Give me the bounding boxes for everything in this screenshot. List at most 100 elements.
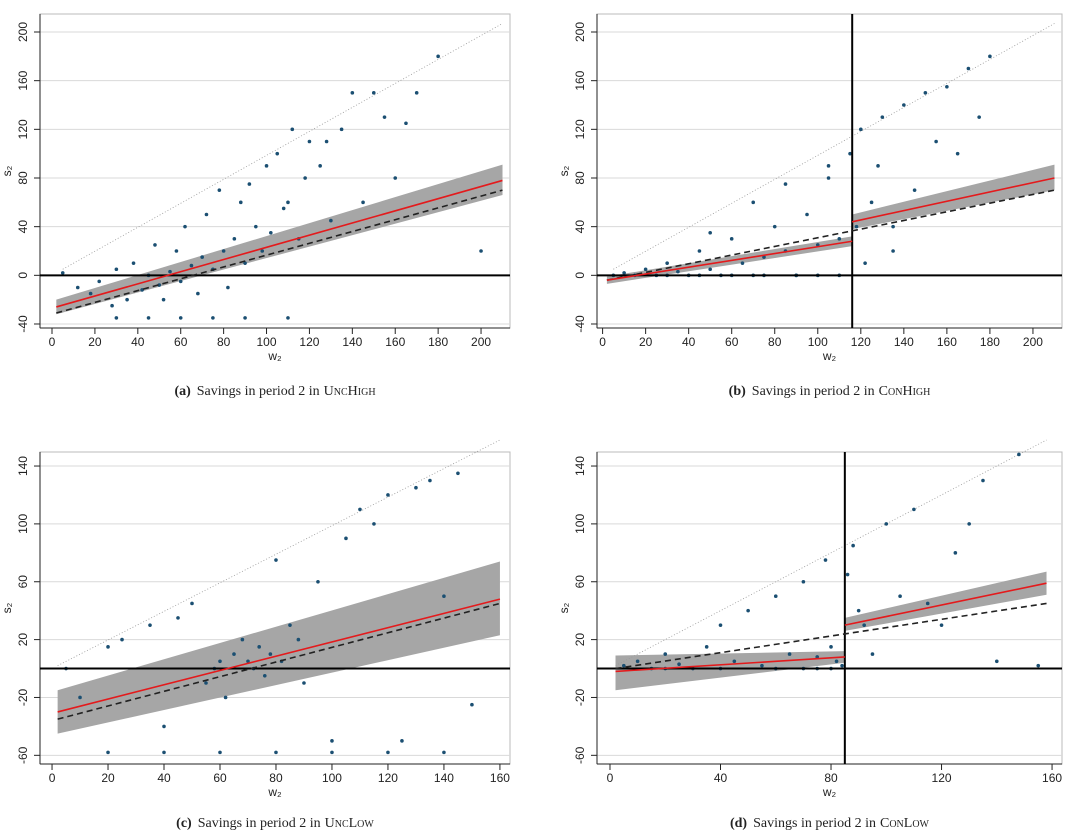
data-point bbox=[479, 249, 483, 253]
y-tick-label: 120 bbox=[573, 119, 587, 139]
y-tick-label: 160 bbox=[16, 70, 30, 90]
data-point bbox=[891, 224, 895, 229]
data-point bbox=[1036, 663, 1041, 668]
data-point bbox=[290, 127, 295, 132]
data-point bbox=[826, 164, 831, 168]
data-point bbox=[805, 212, 809, 217]
data-point bbox=[884, 522, 889, 526]
data-point bbox=[787, 652, 792, 656]
data-point bbox=[246, 659, 250, 664]
caption-text: Savings in period 2 in bbox=[753, 816, 876, 831]
data-point bbox=[178, 316, 183, 320]
y-tick-label: 100 bbox=[573, 514, 587, 534]
x-tick-label: 120 bbox=[851, 335, 871, 349]
data-point bbox=[78, 695, 82, 700]
data-point bbox=[260, 249, 265, 253]
data-point bbox=[303, 176, 307, 180]
data-point bbox=[977, 115, 981, 119]
data-point bbox=[120, 637, 124, 642]
y-axis-label: s₂ bbox=[0, 602, 14, 613]
y-tick-label: -60 bbox=[573, 746, 587, 764]
data-point bbox=[898, 594, 902, 599]
data-point bbox=[221, 249, 226, 253]
caption: (d) Savings in period 2 in ConLow bbox=[730, 816, 930, 831]
data-point bbox=[257, 645, 261, 649]
data-point bbox=[146, 316, 151, 320]
data-point bbox=[162, 750, 166, 755]
y-tick-label: 40 bbox=[16, 220, 30, 234]
data-point bbox=[902, 103, 906, 107]
data-point bbox=[243, 316, 247, 320]
data-point bbox=[262, 673, 267, 678]
data-point bbox=[456, 471, 460, 476]
data-point bbox=[196, 291, 200, 296]
data-point bbox=[358, 507, 362, 512]
data-point bbox=[400, 739, 404, 743]
x-tick-label: 100 bbox=[257, 335, 277, 349]
data-point bbox=[912, 188, 917, 192]
y-tick-label: 140 bbox=[16, 456, 30, 476]
confidence-band bbox=[615, 651, 845, 691]
plot-frame bbox=[596, 13, 1063, 329]
data-point bbox=[622, 271, 626, 275]
data-point bbox=[162, 724, 166, 729]
data-point bbox=[869, 200, 874, 205]
data-point bbox=[643, 267, 648, 272]
data-point bbox=[939, 623, 944, 627]
data-point bbox=[218, 659, 222, 664]
data-point bbox=[862, 623, 866, 627]
data-point bbox=[729, 237, 734, 241]
fit-line bbox=[57, 598, 501, 713]
data-point bbox=[404, 121, 408, 126]
data-point bbox=[178, 279, 183, 284]
x-tick-label: 0 bbox=[599, 335, 606, 349]
panel: -60 -20 20 60 100 140 0 20 40 60 80 100 120 140 160 w₂ s… bbox=[0, 439, 511, 831]
data-point bbox=[371, 91, 376, 95]
data-point bbox=[840, 663, 844, 668]
data-point bbox=[106, 750, 110, 755]
data-point bbox=[288, 623, 292, 627]
x-tick-label: 180 bbox=[980, 335, 1000, 349]
plot-frame bbox=[596, 451, 1063, 765]
data-point bbox=[240, 637, 245, 642]
caption: (a) Savings in period 2 in UncHigh bbox=[174, 384, 375, 399]
data-point bbox=[856, 608, 861, 613]
x-tick-label: 40 bbox=[714, 771, 728, 785]
x-tick-label: 100 bbox=[808, 335, 828, 349]
data-point bbox=[708, 230, 712, 235]
data-point bbox=[125, 297, 129, 302]
prediction-line bbox=[615, 602, 1047, 670]
data-point bbox=[967, 522, 971, 526]
y-tick-label: -20 bbox=[16, 688, 30, 706]
y-axis-label: s₂ bbox=[557, 602, 571, 613]
caption-treatment: UncHigh bbox=[324, 384, 376, 399]
x-tick-label: 0 bbox=[49, 335, 56, 349]
data-point bbox=[955, 151, 960, 156]
x-tick-label: 160 bbox=[490, 771, 510, 785]
x-tick-label: 0 bbox=[49, 771, 56, 785]
y-tick-label: 120 bbox=[16, 119, 30, 139]
data-point bbox=[339, 127, 344, 132]
panel: -40 0 40 80 120 160 200 0 20 40 60 80 100 120 140 160 18… bbox=[557, 13, 1063, 399]
data-point bbox=[168, 269, 172, 274]
data-point bbox=[243, 261, 247, 265]
data-point bbox=[386, 750, 390, 755]
x-tick-label: 200 bbox=[471, 335, 491, 349]
data-point bbox=[697, 249, 702, 253]
data-point bbox=[350, 91, 355, 95]
data-point bbox=[274, 750, 278, 755]
prediction-line bbox=[57, 602, 501, 720]
y-tick-label: -40 bbox=[16, 315, 30, 333]
data-point bbox=[829, 645, 833, 649]
data-point bbox=[296, 637, 301, 642]
data-point bbox=[204, 212, 209, 217]
fit-line bbox=[852, 177, 1055, 223]
data-point bbox=[442, 750, 446, 755]
data-point bbox=[826, 176, 831, 180]
confidence-band bbox=[57, 561, 500, 734]
data-point bbox=[704, 645, 709, 649]
diagonal-line bbox=[615, 439, 1047, 666]
x-tick-label: 160 bbox=[1042, 771, 1062, 785]
data-point bbox=[281, 206, 286, 211]
